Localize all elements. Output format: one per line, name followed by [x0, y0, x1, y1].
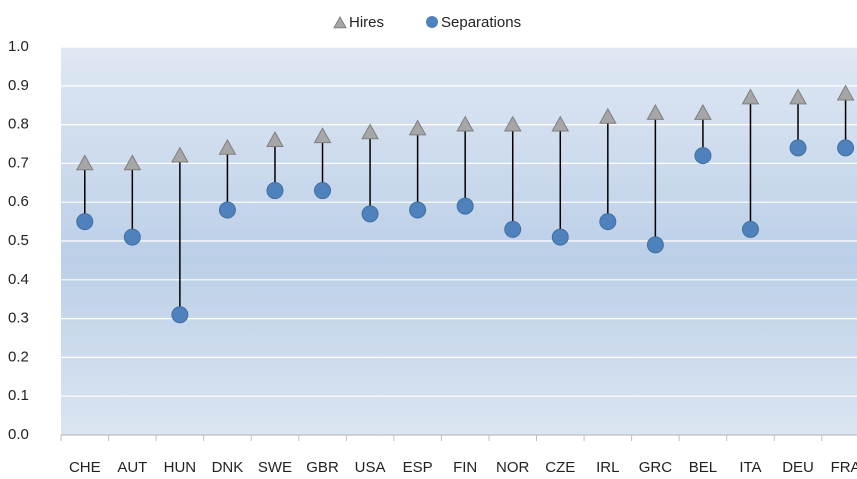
hires-marker: [598, 107, 617, 124]
x-tick-label: SWE: [258, 459, 292, 476]
separations-marker: [171, 306, 189, 324]
separations-marker: [789, 139, 807, 157]
x-tick-label: DNK: [212, 459, 244, 476]
y-tick-label: 0.6: [8, 193, 29, 210]
x-tick-label: GRC: [639, 459, 673, 476]
x-tick-label: HUN: [164, 459, 197, 476]
separations-marker: [551, 228, 569, 246]
hires-marker: [646, 103, 665, 120]
legend-label: Separations: [441, 14, 521, 31]
separations-marker: [837, 139, 855, 157]
x-tick-label: IRL: [596, 459, 619, 476]
hires-marker: [123, 154, 142, 171]
hires-marker: [75, 154, 94, 171]
separations-marker: [409, 201, 427, 219]
hires-marker: [741, 88, 760, 105]
hires-marker: [171, 146, 189, 163]
separations-marker: [599, 213, 617, 231]
separations-marker: [694, 147, 712, 165]
separations-marker: [646, 236, 664, 254]
hires-marker: [789, 88, 807, 105]
x-tick-label: USA: [355, 459, 386, 476]
y-tick-label: 0.3: [8, 310, 29, 327]
separations-marker: [76, 213, 94, 231]
legend-label: Hires: [349, 14, 384, 31]
legend-marker: [333, 15, 347, 29]
separations-marker: [504, 220, 522, 238]
x-tick-label: NOR: [496, 459, 530, 476]
separations-marker: [361, 205, 379, 223]
separations-marker: [123, 228, 141, 246]
hires-marker: [408, 119, 427, 136]
separations-marker: [218, 201, 236, 219]
y-tick-label: 0.5: [8, 232, 29, 249]
separations-marker: [314, 182, 332, 200]
y-tick-label: 0.0: [8, 426, 29, 443]
separations-marker: [266, 182, 284, 200]
x-tick-label: ESP: [403, 459, 433, 476]
x-tick-label: FRA: [831, 459, 857, 476]
hires-marker: [836, 84, 855, 101]
hires-marker: [361, 123, 379, 140]
hires-marker: [456, 115, 475, 132]
x-tick-label: CHE: [69, 459, 101, 476]
x-tick-label: CZE: [545, 459, 575, 476]
y-tick-label: 1.0: [8, 38, 29, 55]
hires-marker: [313, 127, 332, 144]
hires-marker: [218, 138, 237, 155]
legend-marker: [426, 16, 439, 28]
hires-marker: [266, 131, 284, 148]
separations-marker: [456, 197, 474, 215]
x-tick-label: GBR: [306, 459, 339, 476]
y-tick-label: 0.2: [8, 348, 29, 365]
hires-marker: [551, 115, 570, 132]
y-tick-label: 0.1: [8, 387, 29, 404]
y-tick-label: 0.4: [8, 271, 29, 288]
x-tick-label: BEL: [689, 459, 717, 476]
y-tick-label: 0.8: [8, 116, 29, 133]
x-tick-label: DEU: [782, 459, 814, 476]
hires-marker: [503, 115, 522, 132]
y-tick-label: 0.7: [8, 154, 29, 171]
y-tick-label: 0.9: [8, 77, 29, 94]
hires-marker: [694, 103, 712, 120]
separations-marker: [741, 220, 759, 238]
x-tick-label: FIN: [453, 459, 477, 476]
x-tick-label: AUT: [117, 459, 147, 476]
x-tick-label: ITA: [739, 459, 761, 476]
